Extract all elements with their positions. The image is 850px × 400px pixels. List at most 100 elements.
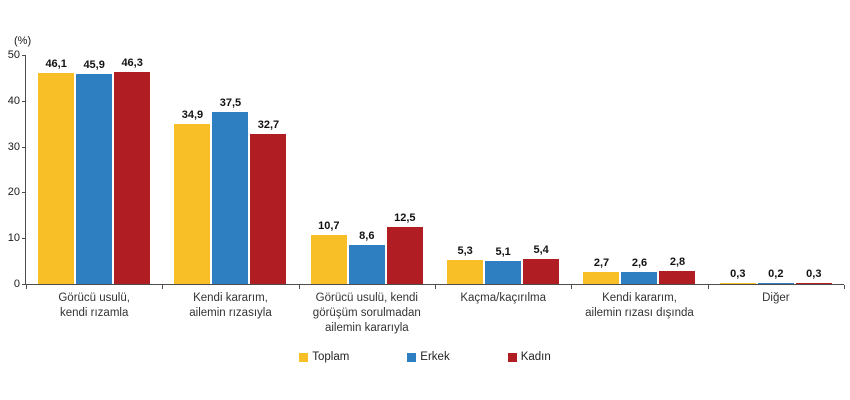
x-category-label: Diğer [708, 291, 844, 306]
y-tick-label: 20 [7, 186, 20, 199]
bar-column-toplam: 46,1 [38, 55, 75, 284]
bar-value-label: 2,8 [669, 256, 686, 268]
x-category-label: Görücü usulü, kendi rızamla [26, 291, 162, 321]
bar-group-row: 34,9 37,5 32,7 [174, 55, 287, 284]
bar-value-label: 8,6 [359, 230, 375, 242]
bar-kadın [250, 134, 287, 284]
bar-group-row: 5,3 5,1 5,4 [447, 55, 560, 284]
x-category-label-line: Diğer [762, 292, 790, 304]
legend-swatch-icon [507, 352, 517, 362]
bar-group: 5,3 5,1 5,4 [435, 55, 571, 284]
bar-column-toplam: 5,3 [447, 55, 484, 284]
bar-erkek [485, 261, 522, 284]
bar-group: 10,7 8,6 12,5 [299, 55, 435, 284]
bar-toplam [310, 235, 347, 284]
y-axis-unit-label: (%) [14, 35, 32, 47]
x-category-label-line: Kendi kararım, [193, 292, 268, 304]
legend-swatch-icon [299, 352, 309, 362]
bar-toplam [447, 260, 484, 284]
x-category-label-line: kendi rızamla [59, 307, 129, 319]
legend-label: Erkek [420, 351, 450, 363]
y-tick-mark [22, 100, 25, 102]
bar-group-row: 0,3 0,2 0,3 [719, 55, 832, 284]
x-category-label: Kendi kararım, ailemin rızası dışında [571, 291, 707, 321]
bar-erkek [212, 112, 249, 284]
y-tick-mark [22, 55, 25, 56]
y-tick-mark [22, 146, 25, 148]
bar-value-label: 45,9 [83, 59, 105, 71]
x-category-label-line: Kendi kararım, [602, 292, 677, 304]
bar-column-toplam: 0,3 [719, 55, 756, 284]
bar-column-toplam: 34,9 [174, 55, 211, 284]
x-category-label: Görücü usulü, kendi görüşüm sorulmadan ail… [299, 291, 435, 336]
bar-column-kadın: 46,3 [114, 55, 151, 284]
bar-column-kadın: 12,5 [386, 55, 423, 284]
y-tick-label: 50 [7, 49, 20, 61]
bar-value-label: 12,5 [394, 212, 416, 224]
x-tick-mark [26, 285, 27, 289]
bar-value-label: 34,9 [181, 109, 204, 121]
bar-group-row: 10,7 8,6 12,5 [310, 55, 423, 284]
bar-value-label: 2,6 [631, 257, 648, 269]
bar-erkek [76, 74, 113, 284]
bar-toplam [38, 73, 75, 284]
x-category-label-line: görüşüm sorulmadan [312, 307, 421, 319]
bar-value-label: 10,7 [318, 220, 340, 232]
bar-column-erkek: 37,5 [212, 55, 249, 284]
legend-item-toplam: Toplam [299, 351, 349, 363]
bar-erkek [348, 245, 385, 284]
bar-kadın [114, 72, 151, 284]
x-category-label-line: Kaçma/kaçırılma [460, 292, 546, 304]
bar-kadın [523, 259, 560, 284]
bar-value-label: 0,3 [730, 268, 746, 280]
x-category-label-line: ailemin rızası dışında [585, 307, 694, 319]
bar-value-label: 0,2 [768, 268, 784, 280]
bar-column-erkek: 2,6 [621, 55, 658, 284]
bar-column-toplam: 10,7 [310, 55, 347, 284]
x-tick-mark [298, 285, 300, 289]
bar-kadın [386, 227, 423, 284]
x-tick-mark [707, 285, 709, 289]
legend-swatch-icon [407, 352, 417, 362]
bar-kadın [795, 283, 832, 284]
bar-value-label: 46,1 [45, 58, 67, 70]
y-tick-mark [22, 192, 25, 194]
y-tick-mark [22, 284, 25, 285]
bar-column-erkek: 5,1 [485, 55, 522, 284]
y-tick-label: 30 [7, 140, 20, 153]
legend-label: Kadın [520, 351, 551, 363]
bar-value-label: 5,4 [533, 244, 549, 256]
x-tick-mark [435, 285, 436, 289]
bar-value-label: 37,5 [219, 97, 242, 109]
y-axis-line [25, 55, 26, 285]
x-category-label: Kaçma/kaçırılma [435, 291, 571, 306]
x-axis-line [25, 284, 844, 285]
bar-value-label: 2,7 [593, 257, 610, 269]
y-tick-label: 40 [7, 94, 20, 107]
bar-value-label: 32,7 [257, 119, 280, 131]
bar-group: 0,3 0,2 0,3 [708, 55, 844, 284]
bar-column-toplam: 2,7 [583, 55, 620, 284]
x-category-label-line: Görücü usulü, kendi [315, 292, 418, 304]
bar-toplam [174, 124, 211, 284]
x-category-label-line: ailemin kararıyla [324, 322, 409, 334]
y-tick-label: 0 [13, 278, 20, 290]
x-category-label-line: Görücü usulü, [58, 292, 130, 304]
bar-toplam [583, 272, 620, 284]
bar-group: 2,7 2,6 2,8 [571, 55, 707, 284]
bar-column-kadın: 32,7 [250, 55, 287, 284]
legend: Toplam Erkek Kadın [0, 351, 850, 363]
bar-value-label: 0,3 [806, 268, 822, 280]
x-category-label-line: ailemin rızasıyla [189, 307, 272, 319]
bar-group: 46,1 45,9 46,3 [26, 55, 162, 284]
bar-erkek [757, 283, 794, 284]
x-axis-category-labels: Görücü usulü, kendi rızamla Kendi kararım,… [26, 291, 844, 345]
bar-column-kadın: 0,3 [795, 55, 832, 284]
bar-value-label: 46,3 [121, 57, 143, 69]
bar-value-label: 5,3 [457, 245, 473, 257]
x-tick-mark [571, 285, 573, 289]
bar-group-row: 46,1 45,9 46,3 [38, 55, 151, 284]
bar-toplam [719, 283, 756, 284]
bar-column-kadın: 5,4 [523, 55, 560, 284]
